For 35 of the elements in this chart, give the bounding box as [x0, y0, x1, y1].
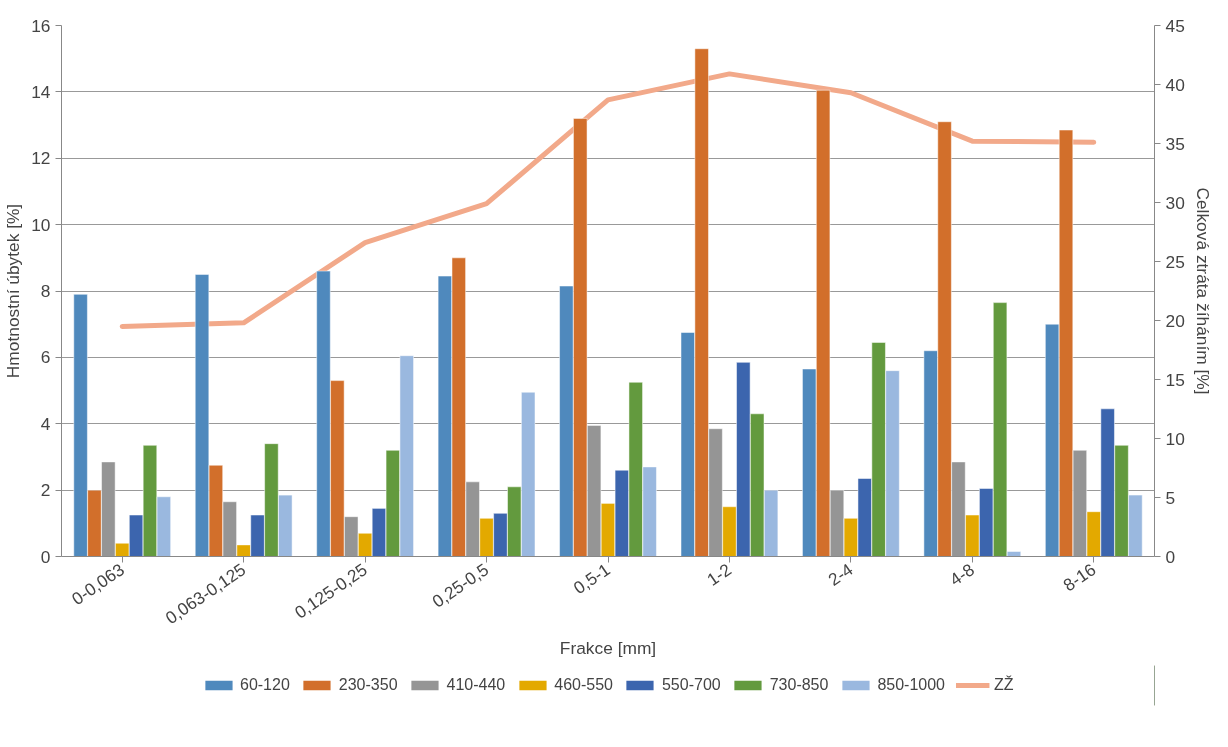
legend-label: 850-1000	[877, 676, 946, 694]
legend-label: 60-120	[239, 676, 290, 694]
x-tick-label: 4-8	[946, 559, 978, 590]
y-tick-label: 2	[40, 480, 51, 501]
y-tick-label: 16	[31, 15, 51, 36]
y2-axis-title: Celková ztráta žíháním [%]	[1192, 187, 1213, 395]
y2-tick-label: 25	[1165, 251, 1185, 272]
y2-tick-label: 45	[1165, 15, 1185, 36]
y2-tick-label: 15	[1165, 369, 1185, 390]
legend-label: ZŽ	[994, 676, 1015, 694]
y2-tick-label: 0	[1165, 546, 1176, 567]
y2-tick-label: 20	[1165, 310, 1185, 331]
x-tick-label: 2-4	[824, 559, 857, 590]
y2-tick-label: 40	[1165, 74, 1185, 95]
y-tick-label: 6	[40, 347, 51, 368]
y-tick-label: 0	[40, 546, 51, 567]
legend-label: 410-440	[446, 676, 506, 694]
legend-label: 460-550	[554, 676, 613, 694]
y-tick-label: 4	[40, 413, 51, 434]
y-tick-label: 12	[31, 148, 51, 169]
y2-tick-label: 30	[1165, 192, 1185, 213]
legend-label: 230-350	[338, 676, 398, 694]
x-tick-label: 8-16	[1059, 559, 1100, 596]
legend-label: 550-700	[661, 676, 721, 694]
y-axis-title: Hmotnostní úbytek [%]	[3, 203, 24, 379]
y2-tick-label: 5	[1165, 487, 1176, 508]
y-tick-label: 14	[31, 81, 51, 102]
x-tick-label: 0,5-1	[569, 559, 614, 599]
legend-label: 730-850	[769, 676, 829, 694]
y-tick-label: 10	[31, 214, 51, 235]
y-tick-label: 8	[40, 281, 51, 301]
y2-tick-label: 10	[1165, 428, 1185, 449]
x-tick-label: 1-2	[703, 559, 736, 590]
x-axis-title: Frakce [mm]	[559, 637, 657, 658]
y2-tick-label: 35	[1165, 133, 1185, 154]
